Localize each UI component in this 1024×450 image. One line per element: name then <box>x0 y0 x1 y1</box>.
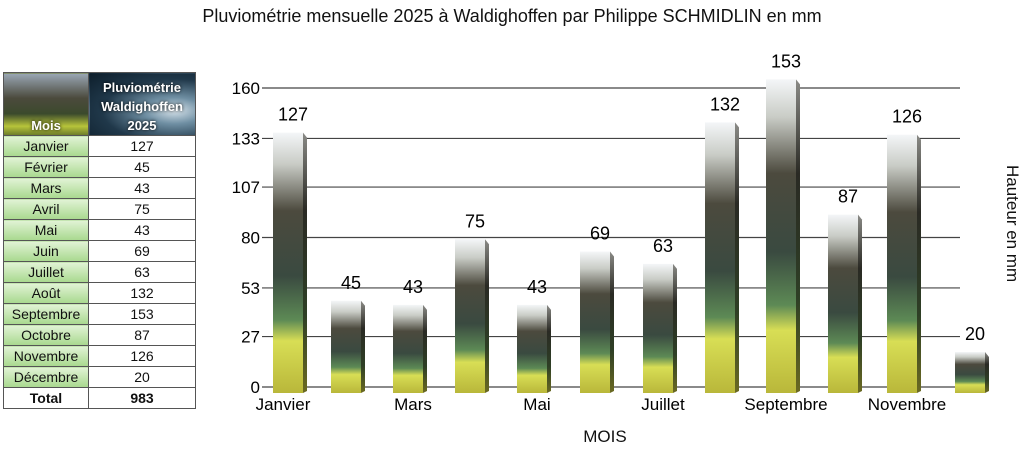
month-cell: Avril <box>3 198 89 220</box>
data-label: 132 <box>710 94 740 114</box>
y-tick-label: 0 <box>251 378 260 397</box>
bar <box>393 304 423 393</box>
value-cell: 132 <box>88 282 196 304</box>
y-tick-label: 80 <box>241 229 260 248</box>
y-tick-label: 27 <box>241 328 260 347</box>
data-label: 87 <box>838 187 858 207</box>
bar <box>273 132 303 393</box>
table-header-row: Mois Pluviométrie Waldighoffen 2025 <box>3 72 196 136</box>
value-cell: 126 <box>88 345 196 367</box>
data-label: 69 <box>590 224 610 244</box>
header-rainfall: Pluviométrie Waldighoffen 2025 <box>88 72 196 136</box>
month-cell: Novembre <box>3 345 89 367</box>
value-cell: 153 <box>88 303 196 325</box>
total-label: Total <box>3 387 89 409</box>
value-cell: 45 <box>88 156 196 178</box>
bar-side <box>610 251 614 393</box>
bar-side <box>858 214 862 393</box>
value-cell: 20 <box>88 366 196 388</box>
data-label: 43 <box>403 277 423 297</box>
table-row: Février 45 <box>3 156 196 178</box>
total-row: Total 983 <box>3 387 196 409</box>
month-cell: Mai <box>3 219 89 241</box>
value-cell: 127 <box>88 135 196 157</box>
value-cell: 43 <box>88 219 196 241</box>
table-row: Juillet 63 <box>3 261 196 283</box>
bar <box>455 239 485 393</box>
month-cell: Février <box>3 156 89 178</box>
month-cell: Janvier <box>3 135 89 157</box>
x-tick-label: Septembre <box>744 395 827 414</box>
table-row: Août 132 <box>3 282 196 304</box>
value-cell: 43 <box>88 177 196 199</box>
table-row: Avril 75 <box>3 198 196 220</box>
bar-side <box>485 239 489 393</box>
bar-side <box>985 352 989 393</box>
bar <box>705 122 735 394</box>
month-cell: Septembre <box>3 303 89 325</box>
bar <box>580 251 610 393</box>
month-cell: Août <box>3 282 89 304</box>
bar-side <box>673 263 677 393</box>
month-cell: Octobre <box>3 324 89 346</box>
table-row: Janvier 127 <box>3 135 196 157</box>
table-row: Novembre 126 <box>3 345 196 367</box>
month-cell: Décembre <box>3 366 89 388</box>
data-label: 127 <box>278 105 308 125</box>
x-tick-label: Novembre <box>868 395 946 414</box>
y-tick-label: 107 <box>232 178 260 197</box>
bar-side <box>796 79 800 393</box>
table-row: Mai 43 <box>3 219 196 241</box>
bar <box>766 79 796 393</box>
table-row: Octobre 87 <box>3 324 196 346</box>
value-cell: 63 <box>88 261 196 283</box>
data-label: 126 <box>892 107 922 127</box>
data-label: 43 <box>527 277 547 297</box>
bar <box>517 304 547 393</box>
month-cell: Juillet <box>3 261 89 283</box>
x-tick-label: Mai <box>523 395 550 414</box>
bar <box>887 134 917 393</box>
bar <box>331 300 361 393</box>
header-line: Pluviométrie <box>102 80 182 95</box>
bar <box>828 214 858 393</box>
chart-title: Pluviométrie mensuelle 2025 à Waldighoff… <box>202 6 822 26</box>
bar-side <box>735 122 739 394</box>
bar-side <box>361 300 365 393</box>
y-tick-label: 160 <box>232 79 260 98</box>
bar-side <box>423 304 427 393</box>
value-cell: 87 <box>88 324 196 346</box>
table-row: Mars 43 <box>3 177 196 199</box>
month-cell: Juin <box>3 240 89 262</box>
header-line: 2025 <box>127 118 157 133</box>
y-axis-label: Hauteur en mm <box>1003 165 1022 283</box>
bar-side <box>547 304 551 393</box>
data-label: 20 <box>965 324 985 344</box>
month-cell: Mars <box>3 177 89 199</box>
x-axis-label: MOIS <box>583 427 627 446</box>
bar <box>955 352 985 393</box>
header-line: Waldighoffen <box>101 99 183 114</box>
data-label: 75 <box>465 211 485 231</box>
bar-side <box>917 134 921 393</box>
table-row: Juin 69 <box>3 240 196 262</box>
header-month: Mois <box>3 72 89 136</box>
value-cell: 75 <box>88 198 196 220</box>
data-label: 63 <box>653 236 673 256</box>
table-row: Décembre 20 <box>3 366 196 388</box>
table-row: Septembre 153 <box>3 303 196 325</box>
total-value: 983 <box>88 387 196 409</box>
x-tick-label: Mars <box>394 395 432 414</box>
data-label: 153 <box>771 51 801 71</box>
bar-side <box>303 132 307 393</box>
rainfall-table: Mois Pluviométrie Waldighoffen 2025 Janv… <box>3 72 196 409</box>
data-label: 45 <box>341 273 361 293</box>
x-tick-label: Juillet <box>641 395 685 414</box>
value-cell: 69 <box>88 240 196 262</box>
y-tick-label: 133 <box>232 129 260 148</box>
y-tick-label: 53 <box>241 279 260 298</box>
x-tick-label: Janvier <box>256 395 311 414</box>
bar <box>643 263 673 393</box>
